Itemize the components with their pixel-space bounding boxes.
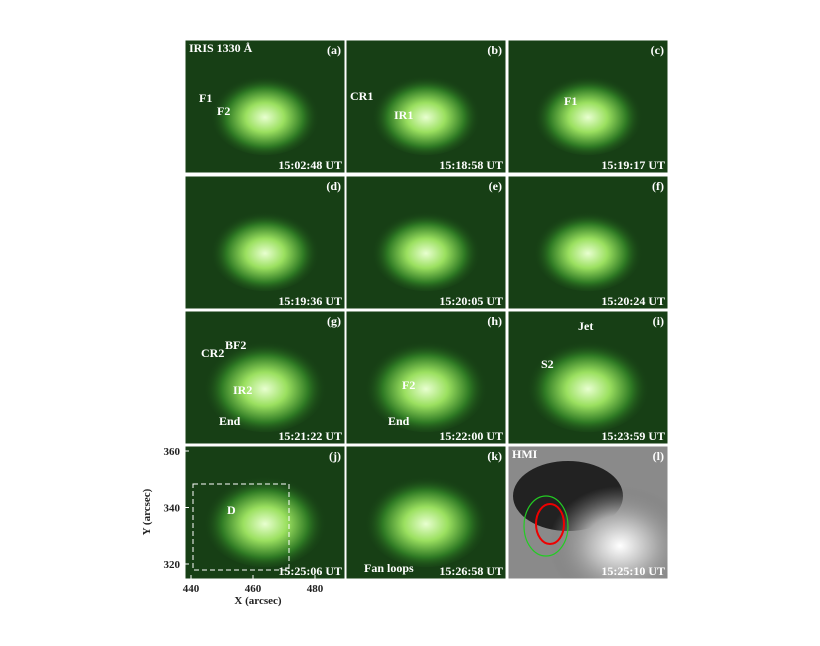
y-tick-label: 320 bbox=[164, 559, 181, 571]
bright-patch bbox=[508, 446, 668, 579]
annotation: Jet bbox=[578, 319, 593, 333]
annotation: HMI bbox=[512, 447, 538, 461]
flare-glow bbox=[364, 471, 488, 568]
panel-label: (h) bbox=[487, 314, 502, 328]
panel-label: (l) bbox=[653, 449, 664, 463]
panel-border bbox=[507, 39, 669, 174]
timestamp: 15:19:17 UT bbox=[601, 158, 665, 172]
contour bbox=[535, 503, 565, 545]
annotation: CR1 bbox=[350, 89, 373, 103]
timestamp: 15:20:05 UT bbox=[439, 294, 503, 308]
x-axis-label: X (arcsec) bbox=[234, 595, 281, 607]
flare-glow bbox=[526, 336, 650, 433]
panel-border bbox=[507, 175, 669, 310]
flare-glow bbox=[364, 336, 488, 433]
annotation: F1 bbox=[199, 91, 212, 105]
flare-glow bbox=[203, 336, 327, 433]
panel-label: (g) bbox=[327, 314, 341, 328]
panel-label: (e) bbox=[489, 179, 502, 193]
y-tick-label: 340 bbox=[164, 503, 181, 515]
panel-label: (c) bbox=[651, 43, 664, 57]
panel-border bbox=[507, 445, 669, 580]
flare-glow bbox=[371, 71, 481, 156]
annotation: IRIS 1330 Å bbox=[189, 41, 253, 55]
annotation: S2 bbox=[541, 357, 554, 371]
annotation: F2 bbox=[217, 104, 230, 118]
panel-border bbox=[184, 175, 346, 310]
annotation: End bbox=[388, 414, 410, 428]
timestamp: 15:22:00 UT bbox=[439, 429, 503, 443]
x-tick-label: 440 bbox=[183, 583, 200, 595]
flare-glow bbox=[533, 207, 643, 292]
panel-border bbox=[507, 310, 669, 445]
timestamp: 15:25:10 UT bbox=[601, 564, 665, 578]
timestamp: 15:26:58 UT bbox=[439, 564, 503, 578]
timestamp: 15:25:06 UT bbox=[278, 564, 342, 578]
panel-label: (i) bbox=[653, 314, 664, 328]
contour bbox=[523, 495, 569, 557]
panel-border bbox=[184, 310, 346, 445]
timestamp: 15:02:48 UT bbox=[278, 158, 342, 172]
timestamp: 15:19:36 UT bbox=[278, 294, 342, 308]
box bbox=[192, 483, 290, 571]
panel-border bbox=[184, 39, 346, 174]
flare-glow bbox=[210, 207, 320, 292]
flare-glow bbox=[203, 471, 327, 568]
panel-label: (a) bbox=[327, 43, 341, 57]
flare-glow bbox=[210, 71, 320, 156]
timestamp: 15:21:22 UT bbox=[278, 429, 342, 443]
x-tick-label: 480 bbox=[307, 583, 324, 595]
annotation: F1 bbox=[564, 94, 577, 108]
annotation: End bbox=[219, 414, 241, 428]
annotation: D bbox=[227, 503, 236, 517]
flare-glow bbox=[371, 207, 481, 292]
annotation: IR2 bbox=[233, 383, 252, 397]
panel-label: (j) bbox=[329, 449, 341, 463]
annotation: Fan loops bbox=[364, 561, 414, 575]
panel-border bbox=[345, 39, 507, 174]
panel-label: (k) bbox=[487, 449, 502, 463]
annotation: F2 bbox=[402, 378, 415, 392]
panel-label: (f) bbox=[652, 179, 664, 193]
timestamp: 15:23:59 UT bbox=[601, 429, 665, 443]
x-tick-label: 460 bbox=[245, 583, 262, 595]
flare-glow bbox=[533, 71, 643, 156]
y-tick-label: 360 bbox=[164, 446, 181, 458]
annotation: CR2 bbox=[201, 346, 224, 360]
annotation: IR1 bbox=[394, 108, 413, 122]
timestamp: 15:20:24 UT bbox=[601, 294, 665, 308]
panel-label: (d) bbox=[326, 179, 341, 193]
timestamp: 15:18:58 UT bbox=[439, 158, 503, 172]
annotation: BF2 bbox=[225, 338, 246, 352]
y-axis-label: Y (arcsec) bbox=[141, 488, 153, 535]
panel-border bbox=[345, 310, 507, 445]
panel-border bbox=[345, 175, 507, 310]
panel-label: (b) bbox=[487, 43, 502, 57]
panel-border bbox=[345, 445, 507, 580]
panel-border bbox=[184, 445, 346, 580]
